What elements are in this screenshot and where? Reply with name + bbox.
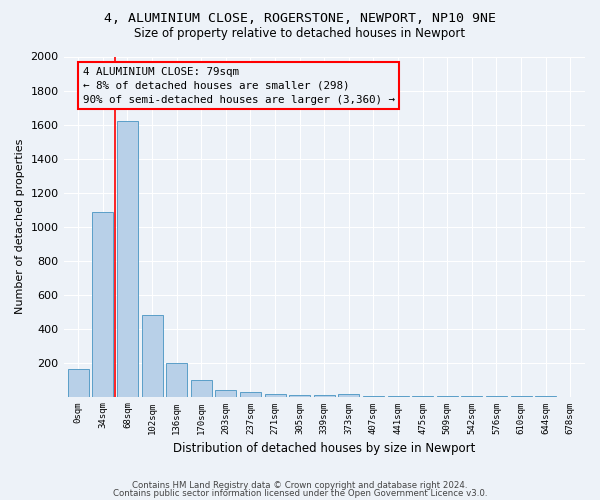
Bar bbox=[215, 390, 236, 396]
Bar bbox=[166, 362, 187, 396]
Text: 4, ALUMINIUM CLOSE, ROGERSTONE, NEWPORT, NP10 9NE: 4, ALUMINIUM CLOSE, ROGERSTONE, NEWPORT,… bbox=[104, 12, 496, 26]
Y-axis label: Number of detached properties: Number of detached properties bbox=[15, 139, 25, 314]
Bar bbox=[68, 368, 89, 396]
Bar bbox=[191, 380, 212, 396]
Bar bbox=[117, 121, 138, 396]
X-axis label: Distribution of detached houses by size in Newport: Distribution of detached houses by size … bbox=[173, 442, 475, 455]
Text: Contains HM Land Registry data © Crown copyright and database right 2024.: Contains HM Land Registry data © Crown c… bbox=[132, 480, 468, 490]
Bar bbox=[289, 395, 310, 396]
Bar bbox=[240, 392, 261, 396]
Bar bbox=[92, 212, 113, 396]
Text: Size of property relative to detached houses in Newport: Size of property relative to detached ho… bbox=[134, 28, 466, 40]
Bar bbox=[314, 395, 335, 396]
Bar bbox=[338, 394, 359, 396]
Text: Contains public sector information licensed under the Open Government Licence v3: Contains public sector information licen… bbox=[113, 489, 487, 498]
Text: 4 ALUMINIUM CLOSE: 79sqm
← 8% of detached houses are smaller (298)
90% of semi-d: 4 ALUMINIUM CLOSE: 79sqm ← 8% of detache… bbox=[83, 66, 395, 104]
Bar bbox=[265, 394, 286, 396]
Bar bbox=[142, 315, 163, 396]
